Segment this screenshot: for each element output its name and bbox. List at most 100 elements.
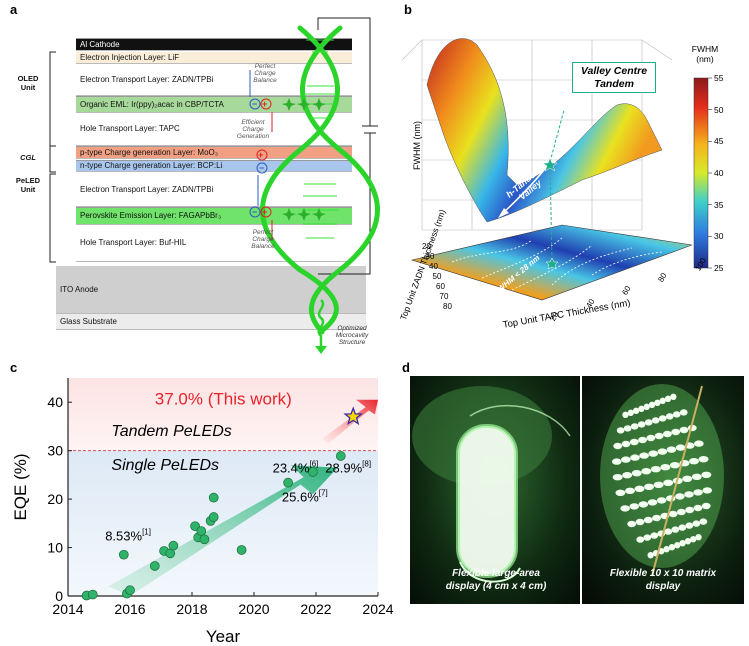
layer-7: Electron Transport Layer: ZADN/TPBi bbox=[76, 174, 352, 207]
layer-11: Glass Substrate bbox=[56, 314, 366, 330]
matrix-pixel bbox=[666, 446, 677, 453]
note-generation: Efficient Charge Generation bbox=[236, 119, 270, 140]
panel-letter-b: b bbox=[404, 2, 412, 17]
data-point bbox=[283, 477, 293, 488]
colorbar-tick-label: 40 bbox=[714, 168, 724, 178]
matrix-pixel bbox=[638, 436, 648, 444]
annotation-label: 8.53%[1] bbox=[105, 527, 151, 543]
matrix-pixel bbox=[648, 401, 656, 408]
x-tick-label: 2016 bbox=[114, 601, 145, 617]
matrix-pixel bbox=[629, 503, 640, 510]
matrix-pixel bbox=[699, 518, 708, 525]
x-tick-label: 2018 bbox=[176, 601, 207, 617]
cgl-label: CGL bbox=[20, 153, 36, 162]
trend-arrow bbox=[108, 465, 338, 596]
tandem-label: Tandem PeLEDs bbox=[111, 423, 231, 440]
matrix-pixel bbox=[616, 427, 625, 434]
matrix-pixel bbox=[684, 538, 692, 545]
fwhm-surface bbox=[426, 38, 663, 223]
data-point bbox=[168, 540, 179, 551]
matrix-pixel bbox=[644, 419, 653, 426]
matrix-pixel bbox=[631, 470, 642, 477]
panel-letter-c: c bbox=[10, 360, 18, 375]
data-point bbox=[199, 534, 210, 545]
headline-label: 37.0% (This work) bbox=[155, 390, 292, 409]
matrix-pixel bbox=[652, 514, 662, 522]
matrix-pixel bbox=[701, 502, 711, 510]
x-tick-label: 2024 bbox=[362, 601, 393, 617]
matrix-pixel bbox=[694, 440, 704, 447]
matrix-pixel bbox=[685, 506, 695, 514]
matrix-pixel bbox=[670, 393, 677, 400]
colorbar bbox=[693, 77, 709, 269]
dna-helix-icon bbox=[260, 25, 380, 335]
matrix-pixel bbox=[611, 458, 622, 465]
peled-unit-label: PeLED Unit bbox=[15, 176, 41, 194]
layer-0: Al Cathode bbox=[76, 38, 352, 51]
caption-large-area: Flexible large-area display (4 cm x 4 cm… bbox=[445, 568, 547, 592]
y-axis-label: EQE (%) bbox=[11, 453, 30, 520]
matrix-pixel bbox=[623, 425, 632, 432]
matrix-pixel bbox=[675, 493, 685, 500]
annotation-value: 23.4% bbox=[273, 460, 310, 475]
annotation-ref: [7] bbox=[319, 489, 328, 498]
matrix-pixel bbox=[636, 536, 645, 543]
matrix-pixel bbox=[672, 411, 681, 418]
single-label: Single PeLEDs bbox=[111, 457, 219, 474]
matrix-pixel bbox=[654, 399, 661, 406]
panel-c: c 2014 2016 2018 2020 2022 2024 0 10 20 30 40 Year E… bbox=[0, 360, 395, 646]
data-point bbox=[308, 467, 318, 477]
fwhm-surface-plot bbox=[401, 38, 712, 301]
matrix-pixel bbox=[665, 495, 676, 502]
panel-b: b bbox=[392, 0, 749, 360]
matrix-pixel bbox=[638, 405, 645, 412]
matrix-pixel bbox=[647, 552, 654, 559]
valley-star-icon bbox=[542, 157, 558, 172]
matrix-pixel bbox=[650, 532, 659, 539]
colorbar-title: FWHM (nm) bbox=[691, 44, 719, 64]
matrix-pixel bbox=[630, 454, 640, 461]
matrix-pixel bbox=[638, 501, 649, 508]
y-tick-label: 80 bbox=[443, 302, 452, 311]
panel-d: d Flexible large-area display (4 cm x 4 … bbox=[395, 360, 749, 646]
layer-3: Organic EML: Ir(ppy)₂acac in CBP/TCTA bbox=[76, 96, 352, 113]
matrix-pixel bbox=[632, 407, 640, 414]
matrix-pixel bbox=[664, 528, 673, 535]
matrix-pixel bbox=[654, 432, 664, 440]
matrix-pixel bbox=[635, 518, 645, 526]
colorbar-tick-label: 50 bbox=[714, 104, 724, 115]
cgl-bracket bbox=[49, 145, 56, 173]
matrix-pixel bbox=[657, 448, 668, 455]
matrix-pixel bbox=[641, 468, 652, 475]
matrix-pixel bbox=[613, 442, 623, 450]
matrix-pixel bbox=[656, 497, 667, 504]
matrix-display-icon bbox=[600, 384, 724, 577]
layer-4: Hole Transport Layer: TAPC bbox=[76, 113, 352, 146]
matrix-pixel bbox=[651, 417, 660, 424]
stack-overlay: − + + − − + bbox=[49, 17, 380, 354]
note-balance-bottom: Perfect Charge Balance bbox=[251, 229, 275, 250]
matrix-pixel bbox=[671, 428, 681, 436]
matrix-pixel bbox=[622, 472, 633, 479]
data-point bbox=[335, 451, 346, 461]
note-balance-top: Perfect Charge Balance bbox=[253, 63, 277, 84]
matrix-pixel bbox=[643, 403, 650, 410]
matrix-pixel bbox=[646, 434, 656, 442]
matrix-pixel bbox=[664, 395, 672, 402]
matrix-pixel bbox=[679, 409, 688, 416]
emission-stars-icon bbox=[282, 98, 326, 221]
y-tick-label: 0 bbox=[55, 588, 63, 604]
x-tick-label: 2022 bbox=[300, 601, 331, 617]
colorbar-tick-label: 30 bbox=[714, 231, 724, 242]
svg-text:−: − bbox=[252, 207, 257, 217]
svg-text:−: − bbox=[259, 163, 264, 173]
matrix-pixel bbox=[660, 464, 671, 471]
matrix-pixel bbox=[691, 473, 702, 480]
matrix-pixel bbox=[679, 426, 689, 434]
y-tick-label: 60 bbox=[436, 282, 445, 291]
y-tick-label: 70 bbox=[439, 292, 449, 301]
data-point bbox=[208, 492, 219, 503]
data-point bbox=[208, 512, 219, 522]
x-tick-label: 2014 bbox=[52, 601, 83, 617]
emission-arrow-icon bbox=[317, 299, 325, 350]
